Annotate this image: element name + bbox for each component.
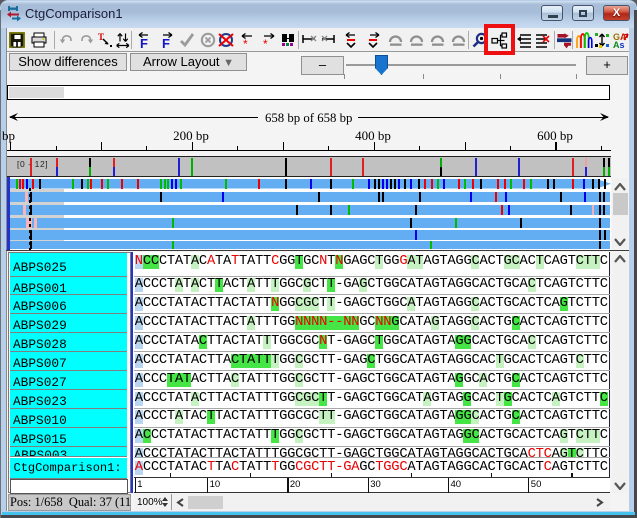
- svg-text:GA: GA: [613, 32, 627, 42]
- svg-text:As: As: [613, 40, 625, 49]
- svg-text:*: *: [263, 37, 268, 49]
- svg-text:F: F: [162, 36, 170, 49]
- svg-text:*: *: [243, 37, 248, 49]
- svg-text:F: F: [140, 36, 148, 49]
- svg-text:T: T: [98, 32, 104, 42]
